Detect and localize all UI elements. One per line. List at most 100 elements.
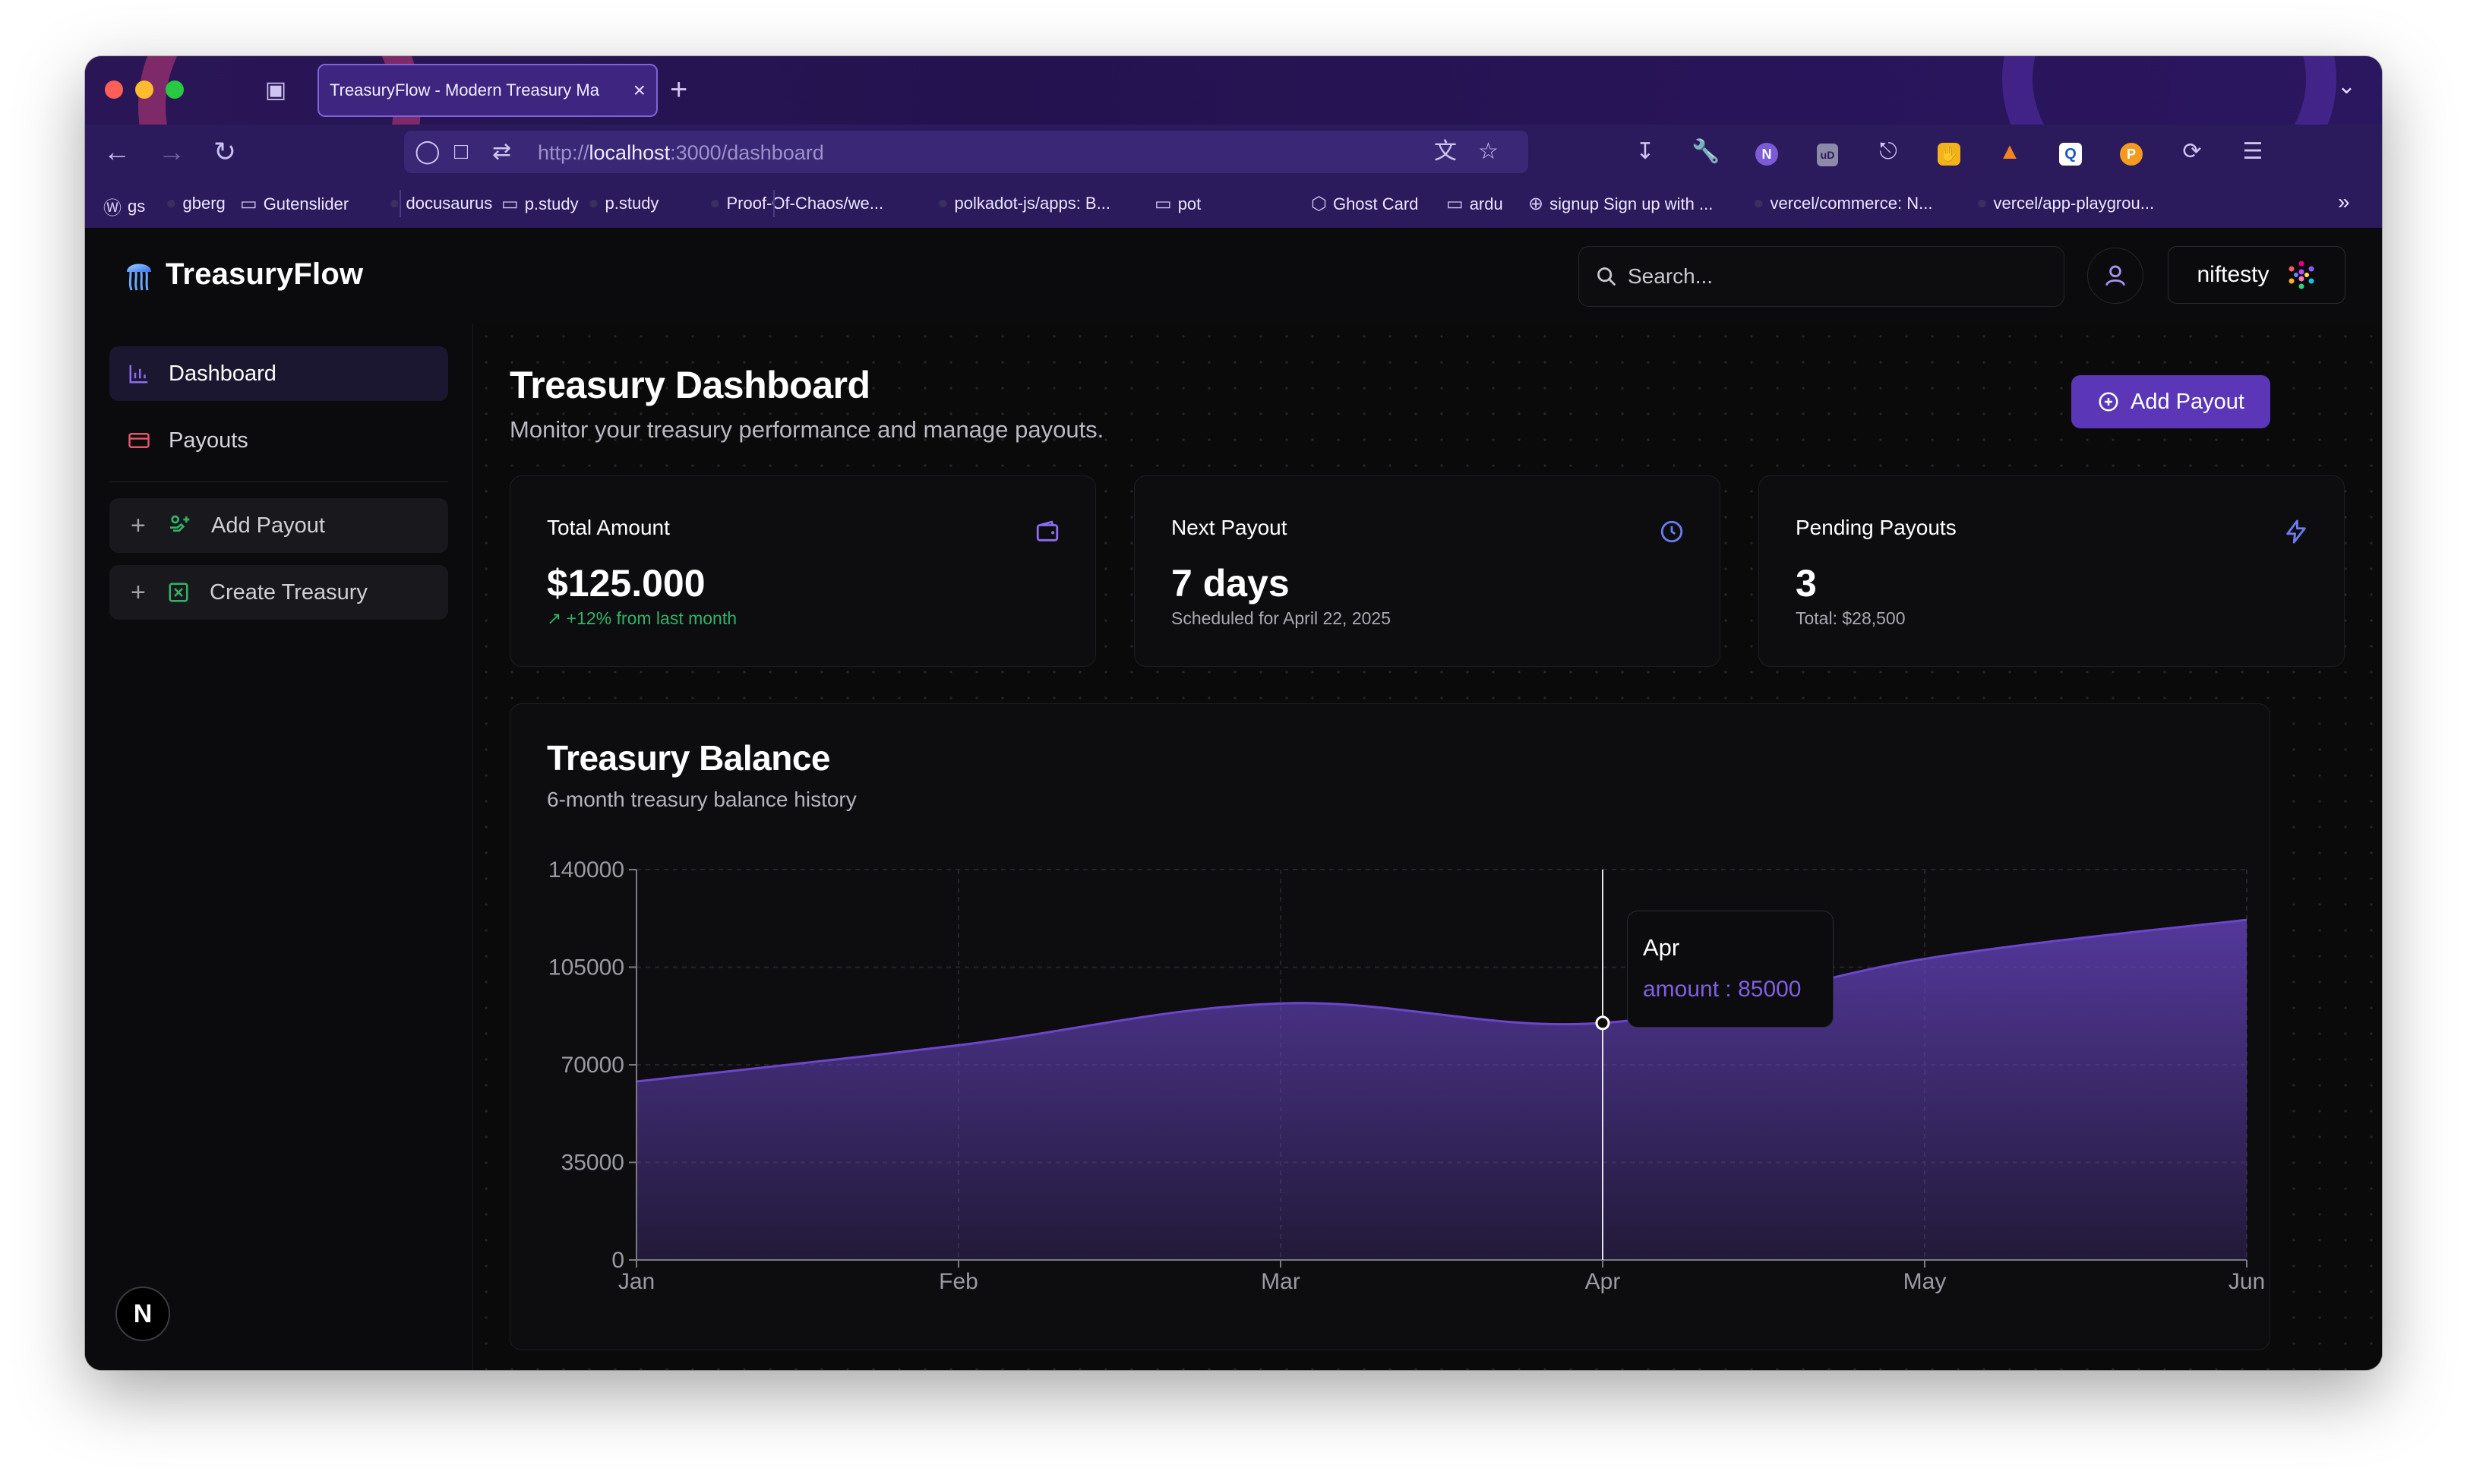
extension-sync-icon[interactable]: ⟳	[2182, 139, 2202, 164]
wallet-avatar-icon	[2289, 260, 2314, 289]
zoom-window-button[interactable]	[166, 81, 184, 99]
browser-window: ▣ TreasuryFlow - Modern Treasury Ma × + …	[85, 56, 2382, 1370]
x-tick-label: Apr	[1585, 1269, 1621, 1294]
extension-coin-icon[interactable]: P	[2116, 137, 2146, 167]
bookmark-item[interactable]: ● gberg	[166, 193, 226, 214]
github-icon: ●	[937, 193, 949, 213]
bookmark-item[interactable]: ▭ pot	[1155, 193, 1201, 215]
wrench-icon[interactable]: 🔧	[1692, 139, 1720, 164]
download-icon[interactable]: ↧	[1635, 139, 1655, 164]
bookmark-label: vercel/commerce: N...	[1770, 194, 1933, 213]
github-icon: ●	[1753, 193, 1764, 213]
translate-icon[interactable]: 文	[1434, 139, 1457, 164]
theme-decoration	[2002, 56, 2336, 125]
github-icon: ●	[389, 193, 400, 213]
folder-icon: ▭	[1446, 194, 1464, 214]
github-icon: ●	[1976, 193, 1988, 213]
treasury-balance-chart[interactable]: 0 35000 70000 105000 140000 Jan Feb Mar Apr May Ju…	[510, 704, 2271, 1351]
bookmark-item[interactable]: ⬡ Ghost Card	[1311, 193, 1418, 215]
page-title: Treasury Dashboard	[510, 364, 870, 406]
trend-up-icon: ↗	[547, 608, 562, 628]
wallet-account-button[interactable]: niftesty	[2168, 246, 2345, 304]
nextjs-badge[interactable]: N	[115, 1287, 170, 1341]
tooltip-label: Apr	[1643, 934, 1680, 961]
brand[interactable]: TreasuryFlow	[125, 257, 363, 292]
sidebar-item-dashboard[interactable]: Dashboard	[109, 346, 448, 401]
card-subtext: Total: $28,500	[1796, 608, 1906, 628]
search-placeholder: Search...	[1628, 264, 1714, 288]
user-profile-button[interactable]	[2087, 248, 2143, 304]
bookmark-item[interactable]: ● polkadot-js/apps: B...	[937, 193, 1110, 214]
back-icon[interactable]: ←	[103, 136, 131, 167]
sidebar-item-label: Payouts	[169, 428, 248, 453]
sidebar-create-treasury-button[interactable]: + Create Treasury	[109, 565, 448, 620]
browser-toolbar: ← → ↻ ◯ □ ⇄ http://localhost:3000/dashbo…	[85, 125, 2382, 179]
tab-overview-icon[interactable]: ▣	[264, 77, 287, 103]
codepen-icon: ⬡	[1311, 194, 1327, 214]
payout-icon	[170, 515, 190, 532]
bar-chart-icon	[129, 365, 148, 384]
menu-icon[interactable]: ☰	[2242, 139, 2263, 164]
bookmark-label: p.study	[524, 194, 579, 213]
lightning-icon	[2286, 519, 2306, 544]
permissions-icon[interactable]: ⇄	[492, 139, 512, 164]
card-subtext: Scheduled for April 22, 2025	[1171, 608, 1391, 628]
extension-search-icon[interactable]: Q	[2055, 137, 2086, 167]
credit-card-icon	[128, 433, 150, 448]
plus-icon: +	[131, 577, 146, 607]
close-window-button[interactable]	[105, 81, 123, 99]
url-scheme: http://	[538, 141, 589, 164]
bookmark-item[interactable]: ● vercel/app-playgrou...	[1976, 193, 2154, 214]
bookmark-item[interactable]: ● docusaurus	[389, 193, 492, 214]
sidebar-item-payouts[interactable]: Payouts	[109, 413, 448, 468]
extensions-puzzle-icon[interactable]: ⎋	[1879, 139, 1897, 164]
folder-icon: ▭	[1155, 194, 1172, 214]
chart-title: Treasury Balance	[547, 738, 831, 778]
bookmark-item[interactable]: ● p.study	[588, 193, 659, 214]
plus-icon: +	[131, 510, 146, 540]
address-bar[interactable]: ◯ □ ⇄ http://localhost:3000/dashboard 文 …	[404, 131, 1528, 173]
brand-name: TreasuryFlow	[166, 257, 364, 291]
bookmark-item[interactable]: ● Proof-Of-Chaos/we...	[709, 193, 883, 214]
extension-hand-icon[interactable]: ✋	[1934, 137, 1964, 167]
bookmark-item[interactable]: ▭ ardu	[1446, 193, 1503, 215]
tab-treasuryflow[interactable]: TreasuryFlow - Modern Treasury Ma ×	[317, 64, 658, 117]
add-payout-label: Add Payout	[2131, 389, 2244, 414]
github-icon: ●	[166, 193, 177, 213]
treasuryflow-app: TreasuryFlow Search... niftesty	[85, 228, 2382, 1370]
bookmark-label: Proof-Of-Chaos/we...	[726, 194, 884, 213]
bookmark-label: gs	[128, 196, 146, 216]
bookmarks-overflow-icon[interactable]: »	[2338, 190, 2350, 213]
search-input[interactable]: Search...	[1578, 246, 2064, 307]
forward-icon[interactable]: →	[158, 136, 185, 167]
x-tick-label: Jun	[2229, 1269, 2265, 1294]
action-label: Add Payout	[211, 513, 325, 538]
bookmark-item[interactable]: ● vercel/commerce: N...	[1753, 193, 1932, 214]
card-value: 7 days	[1171, 562, 1290, 605]
sidebar-add-payout-button[interactable]: + Add Payout	[109, 498, 448, 553]
minimize-window-button[interactable]	[135, 81, 153, 99]
bookmark-star-icon[interactable]: ☆	[1478, 139, 1499, 164]
x-tick-label: May	[1903, 1269, 1947, 1294]
app-header: TreasuryFlow Search... niftesty	[85, 228, 2382, 324]
clock-icon	[1660, 520, 1683, 543]
bookmark-item[interactable]: ▭ Gutenslider	[240, 193, 349, 215]
add-payout-button[interactable]: Add Payout	[2071, 375, 2270, 428]
bookmark-item[interactable]: ▭ p.study	[501, 193, 579, 215]
chevron-down-icon[interactable]: ⌄	[2336, 74, 2356, 99]
metamask-fox-icon[interactable]: ▲	[1998, 139, 2021, 164]
url-path: :3000/dashboard	[670, 141, 824, 164]
page-icon[interactable]: □	[454, 139, 469, 164]
close-tab-icon[interactable]: ×	[633, 78, 646, 102]
shield-icon[interactable]: ◯	[415, 139, 441, 164]
reload-icon[interactable]: ↻	[213, 136, 237, 167]
bookmark-item[interactable]: ⊕ signup Sign up with ...	[1528, 193, 1713, 215]
extension-n-icon[interactable]: N	[1752, 137, 1782, 167]
tab-title: TreasuryFlow - Modern Treasury Ma	[330, 81, 599, 99]
treasury-balance-card: Treasury Balance 6-month treasury balanc…	[510, 703, 2270, 1350]
new-tab-button[interactable]: +	[670, 73, 688, 106]
ublock-icon[interactable]: uD	[1812, 137, 1843, 167]
url-text[interactable]: http://localhost:3000/dashboard	[538, 141, 824, 165]
jellyfish-logo-icon	[127, 264, 151, 291]
